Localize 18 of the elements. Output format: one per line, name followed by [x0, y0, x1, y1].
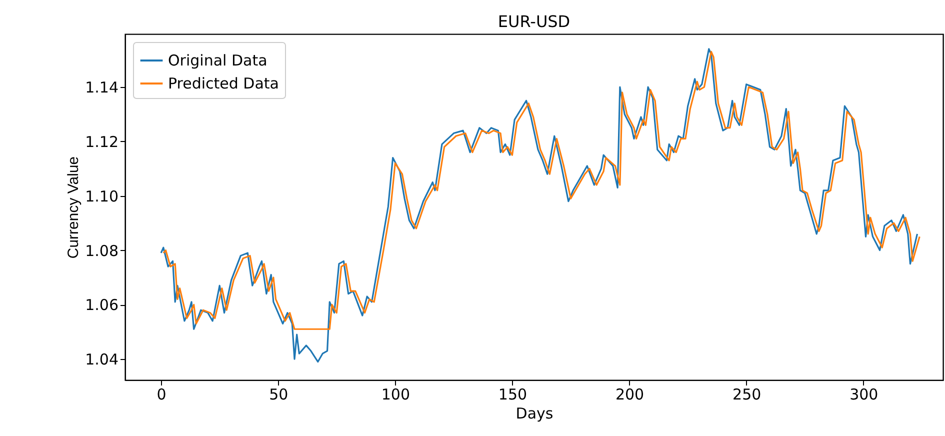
y-tick-label: 1.12 — [85, 132, 118, 151]
x-tick-label: 300 — [850, 386, 878, 404]
x-tick-label: 250 — [732, 386, 762, 404]
x-axis-title: Days — [516, 404, 554, 422]
legend-label: Predicted Data — [168, 74, 279, 92]
y-tick-label: 1.06 — [85, 296, 118, 314]
x-tick-label: 100 — [381, 386, 410, 404]
legend-label: Original Data — [168, 52, 268, 70]
x-tick-label: 0 — [156, 386, 166, 404]
y-tick-label: 1.10 — [85, 187, 118, 206]
y-tick-label: 1.14 — [85, 78, 118, 97]
y-tick-label: 1.04 — [85, 350, 118, 369]
y-tick-label: 1.08 — [85, 242, 118, 260]
y-axis-title: Currency Value — [65, 156, 82, 259]
x-tick-label: 150 — [498, 386, 528, 404]
x-tick-label: 50 — [269, 386, 288, 404]
x-tick-label: 200 — [615, 386, 644, 404]
chart-title: EUR-USD — [498, 12, 570, 31]
